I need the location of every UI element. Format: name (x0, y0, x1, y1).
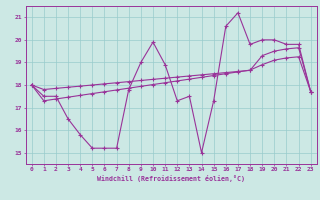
X-axis label: Windchill (Refroidissement éolien,°C): Windchill (Refroidissement éolien,°C) (97, 175, 245, 182)
